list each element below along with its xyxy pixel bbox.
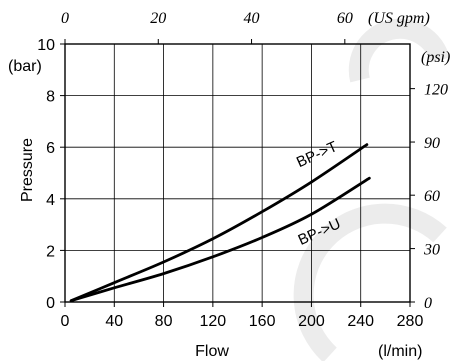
y-tick-label: 2 xyxy=(46,243,55,260)
right-axis-unit: (psi) xyxy=(421,49,450,66)
series-line-0 xyxy=(69,143,369,303)
right-tick-label: 30 xyxy=(423,242,440,259)
x-axis-unit: (l/min) xyxy=(378,343,422,360)
right-tick-label: 90 xyxy=(424,135,440,152)
y-axis-title: Pressure xyxy=(19,138,36,202)
y-tick-label: 10 xyxy=(37,37,55,54)
series: BP->TBP->U xyxy=(69,138,371,303)
x-tick-label: 120 xyxy=(200,313,227,330)
y-axis-unit: (bar) xyxy=(8,58,42,75)
x-axis-title: Flow xyxy=(195,343,229,360)
right-tick-label: 0 xyxy=(424,295,432,312)
x-tick-label: 280 xyxy=(397,313,424,330)
grid xyxy=(65,44,410,302)
y-tick-label: 4 xyxy=(46,192,55,209)
watermark xyxy=(293,18,450,361)
top-tick-label: 40 xyxy=(244,10,260,27)
top-axis-unit: (US gpm) xyxy=(368,10,430,27)
plot-frame xyxy=(64,43,411,303)
series-line-1 xyxy=(69,176,371,303)
right-tick-label: 120 xyxy=(424,82,448,99)
top-tick-label: 60 xyxy=(337,10,353,27)
top-tick-label: 20 xyxy=(150,10,166,27)
x-tick-label: 160 xyxy=(249,313,276,330)
top-tick-label: 0 xyxy=(61,10,69,27)
x-tick-label: 80 xyxy=(155,313,173,330)
right-tick-label: 60 xyxy=(424,188,440,205)
x-tick-label: 0 xyxy=(61,313,70,330)
y-tick-label: 0 xyxy=(46,295,55,312)
x-tick-label: 200 xyxy=(298,313,325,330)
x-tick-label: 240 xyxy=(347,313,374,330)
y-tick-label: 6 xyxy=(46,140,55,157)
x-tick-label: 40 xyxy=(105,313,123,330)
y-tick-label: 8 xyxy=(46,89,55,106)
